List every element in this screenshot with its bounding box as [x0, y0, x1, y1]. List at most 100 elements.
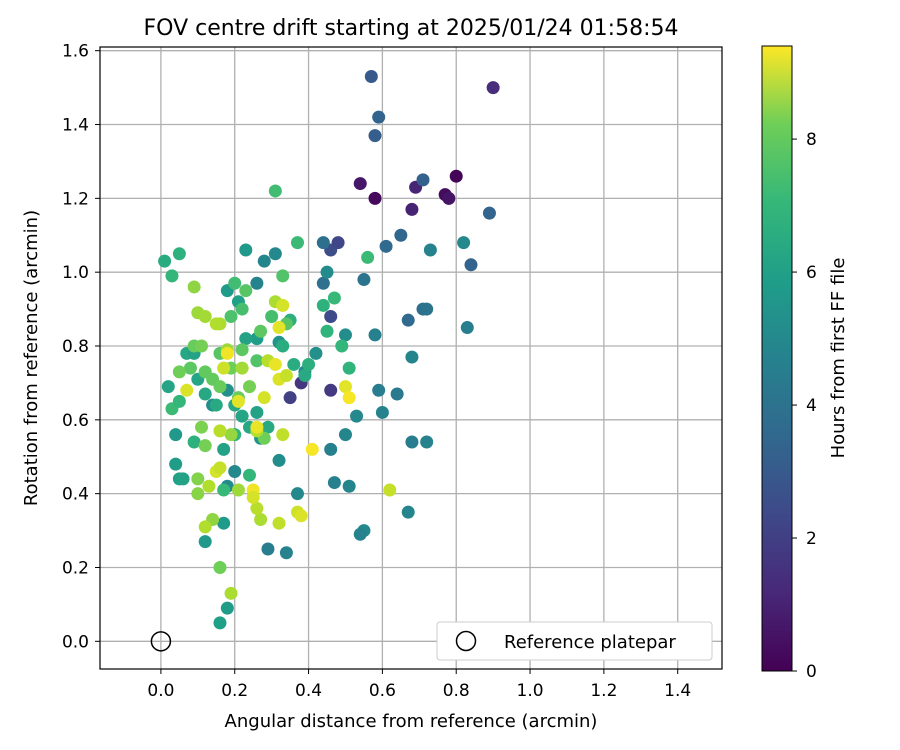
data-point — [335, 339, 349, 353]
data-point — [342, 479, 356, 493]
data-point — [172, 394, 186, 408]
data-point — [220, 601, 234, 615]
data-point — [320, 324, 334, 338]
data-point — [449, 169, 463, 183]
data-point — [324, 383, 338, 397]
x-tick-label: 0.6 — [369, 681, 396, 701]
data-point — [364, 70, 378, 84]
colorbar: 0 2 4 6 8 Hours from first FF file — [761, 45, 849, 682]
data-point — [486, 81, 500, 95]
x-tick-label: 1.0 — [517, 681, 544, 701]
y-tick-label: 1.0 — [62, 263, 89, 283]
data-point — [457, 236, 471, 250]
data-point — [290, 487, 304, 501]
data-point — [268, 247, 282, 261]
data-point — [338, 428, 352, 442]
data-point — [250, 354, 264, 368]
data-point — [161, 380, 175, 394]
x-tick-label: 1.2 — [590, 681, 617, 701]
data-point — [198, 520, 212, 534]
x-tick-label: 1.4 — [664, 681, 691, 701]
colorbar-gradient — [761, 45, 793, 672]
data-point — [272, 321, 286, 335]
data-point — [217, 516, 231, 530]
data-point — [420, 302, 434, 316]
data-point — [261, 542, 275, 556]
data-point — [268, 184, 282, 198]
y-tick-label: 1.6 — [62, 42, 89, 62]
data-point — [250, 501, 264, 515]
data-point — [357, 273, 371, 287]
data-point — [239, 284, 253, 298]
x-tick-label: 0.4 — [295, 681, 322, 701]
x-axis-ticks: 0.0 0.2 0.4 0.6 0.8 1.0 1.2 1.4 — [147, 669, 691, 701]
data-point — [250, 276, 264, 290]
data-point — [394, 228, 408, 242]
legend: Reference platepar — [436, 621, 713, 661]
x-tick-label: 0.8 — [443, 681, 470, 701]
data-point — [302, 357, 316, 371]
data-point — [246, 490, 260, 504]
data-point — [316, 276, 330, 290]
data-point — [250, 405, 264, 419]
data-point — [165, 269, 179, 283]
colorbar-tick-label: 4 — [806, 396, 817, 416]
data-point — [198, 535, 212, 549]
y-tick-label: 1.2 — [62, 189, 89, 209]
data-point — [294, 509, 308, 523]
data-point — [320, 265, 334, 279]
data-point — [353, 527, 367, 541]
x-tick-label: 0.0 — [147, 681, 174, 701]
legend-label: Reference platepar — [504, 632, 676, 653]
data-point — [254, 512, 268, 526]
data-point — [401, 505, 415, 519]
data-point — [224, 309, 238, 323]
data-point — [276, 269, 290, 283]
data-point — [272, 516, 286, 530]
data-point — [195, 339, 209, 353]
data-point — [420, 435, 434, 449]
data-point — [442, 191, 456, 205]
data-point — [331, 236, 345, 250]
data-point — [368, 328, 382, 342]
data-point — [224, 586, 238, 600]
data-point — [405, 202, 419, 216]
data-point — [231, 394, 245, 408]
data-point — [261, 420, 275, 434]
data-point — [169, 457, 183, 471]
data-point — [187, 435, 201, 449]
colorbar-tick-label: 8 — [806, 130, 817, 150]
data-point — [172, 247, 186, 261]
reference-platepar-marker — [150, 631, 172, 652]
data-point — [276, 339, 290, 353]
data-point — [217, 361, 231, 375]
data-point — [416, 173, 430, 187]
data-point — [279, 546, 293, 560]
data-point — [338, 380, 352, 394]
data-point — [183, 361, 197, 375]
data-point — [158, 254, 172, 268]
data-point — [390, 387, 404, 401]
data-point — [368, 191, 382, 205]
data-point — [180, 383, 194, 397]
data-point — [235, 409, 249, 423]
data-point — [220, 346, 234, 360]
legend-box — [436, 621, 713, 661]
data-point — [379, 239, 393, 253]
data-point — [423, 243, 437, 257]
data-point — [213, 560, 227, 574]
data-point — [198, 309, 212, 323]
data-points — [158, 70, 500, 630]
data-point — [191, 487, 205, 501]
data-point — [375, 405, 389, 419]
data-point — [324, 442, 338, 456]
y-tick-label: 1.4 — [62, 116, 89, 136]
data-point — [198, 387, 212, 401]
data-point — [235, 302, 249, 316]
data-point — [213, 461, 227, 475]
data-point — [239, 243, 253, 257]
y-tick-label: 0.8 — [62, 337, 89, 357]
data-point — [324, 309, 338, 323]
data-point — [176, 472, 190, 486]
